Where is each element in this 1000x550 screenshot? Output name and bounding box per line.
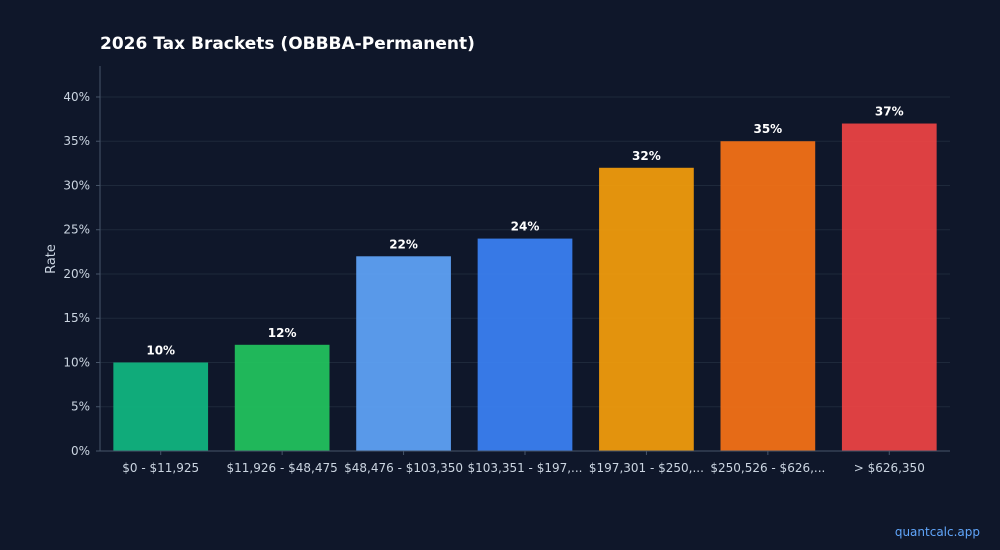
y-tick-label: 30% [63, 178, 90, 192]
data-label: 37% [875, 105, 904, 119]
x-tick-label: > $626,350 [854, 461, 925, 475]
axes [96, 66, 950, 455]
bar [841, 123, 937, 451]
y-tick-label: 15% [63, 311, 90, 325]
data-label: 24% [511, 220, 540, 234]
x-tick-label: $250,526 - $626,... [710, 461, 825, 475]
data-label: 32% [632, 149, 661, 163]
x-tick-label: $197,301 - $250,... [589, 461, 704, 475]
x-tick-label: $48,476 - $103,350 [344, 461, 463, 475]
y-tick-label: 25% [63, 223, 90, 237]
data-label: 22% [389, 237, 418, 251]
y-tick-label: 40% [63, 90, 90, 104]
y-tick-label: 10% [63, 355, 90, 369]
labels: 0% 5% 10% 15% 20% 25% 30% 35% 40% 10% $0 - $11,925… [63, 90, 925, 475]
bar [720, 141, 816, 451]
bar [113, 362, 209, 451]
y-tick-label: 35% [63, 134, 90, 148]
x-tick-label: $103,351 - $197,... [467, 461, 582, 475]
data-label: 35% [753, 122, 782, 136]
y-tick-label: 5% [71, 400, 90, 414]
bar [599, 167, 694, 451]
x-tick-label: $11,926 - $48,475 [227, 461, 338, 475]
x-tick-label: $0 - $11,925 [122, 461, 199, 475]
y-axis-label: Rate [44, 244, 59, 274]
bar [356, 256, 451, 451]
bar [477, 238, 573, 451]
chart-title: 2026 Tax Brackets (OBBBA-Permanent) [100, 34, 475, 54]
y-tick-label: 0% [71, 444, 90, 458]
data-label: 12% [268, 326, 297, 340]
y-tick-label: 20% [63, 267, 90, 281]
bar [234, 344, 330, 451]
data-label: 10% [146, 343, 175, 357]
watermark[interactable]: quantcalc.app [894, 525, 980, 539]
bars [113, 123, 937, 451]
